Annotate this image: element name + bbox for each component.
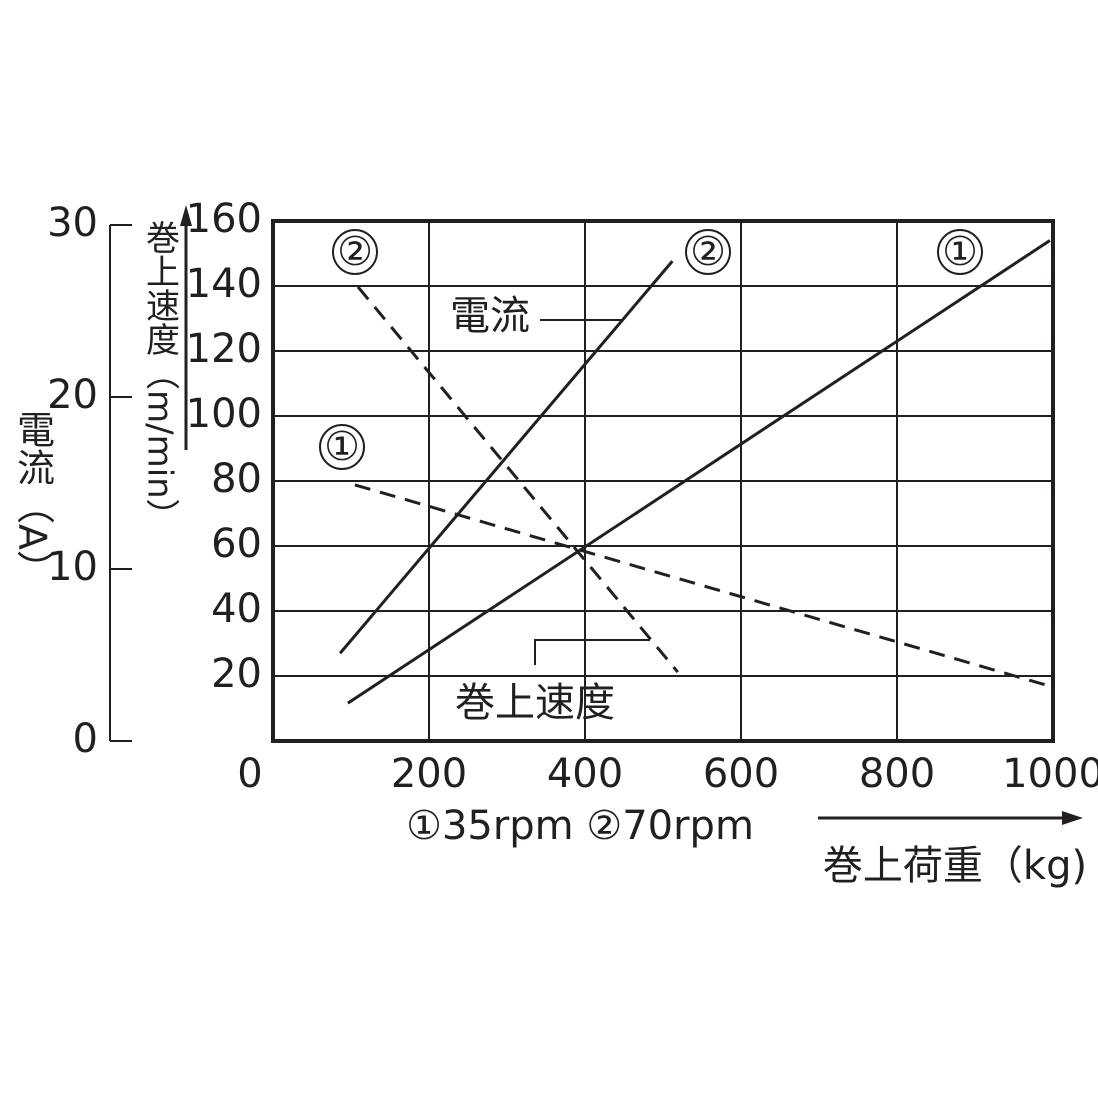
series-marker-circle (332, 229, 378, 275)
annotation: 巻上速度 (455, 680, 615, 726)
y-tick-label: 40 (211, 586, 262, 632)
x-tick-label: 400 (547, 751, 623, 797)
y2-tick-label: 0 (73, 716, 98, 762)
annotation: 電流 (450, 293, 530, 339)
data-line (338, 260, 674, 655)
x-axis-arrowhead (1062, 811, 1083, 825)
y2-tick-label: 30 (47, 200, 98, 246)
y2-tick-label: 10 (47, 544, 98, 590)
x-tick-label: 600 (703, 751, 779, 797)
y-axis-label: 巻上速度（m/min） (140, 220, 180, 533)
y-tick-label: 120 (186, 326, 262, 372)
plot-frame (271, 219, 1055, 743)
series-name: ① (942, 229, 978, 275)
x-tick-label: 0 (237, 751, 262, 797)
data-line (354, 483, 1054, 689)
y-tick-label: 160 (186, 196, 262, 242)
series-name: ② (690, 229, 726, 275)
x-tick-label: 200 (391, 751, 467, 797)
x-axis-label: 巻上荷重（kg) (823, 843, 1087, 889)
leader-line (534, 639, 650, 665)
data-line (356, 286, 679, 674)
y-tick-label: 20 (211, 651, 262, 697)
y-tick-label: 140 (186, 261, 262, 307)
series-marker-circle (685, 229, 731, 275)
y2-tick-label: 20 (47, 372, 98, 418)
y-axis-arrowhead (180, 205, 192, 226)
y2-axis-label: 電流（A） (11, 410, 55, 588)
x-tick-label: 1000 (1002, 751, 1098, 797)
series-marker-circle (937, 229, 983, 275)
series-marker-circle (319, 424, 365, 470)
y-tick-label: 100 (186, 391, 262, 437)
data-line (347, 239, 1051, 705)
series-name: ① (324, 424, 360, 470)
y-tick-label: 60 (211, 521, 262, 567)
series-name: ② (337, 229, 373, 275)
annotation: ①35rpm ②70rpm (406, 803, 754, 849)
y-tick-label: 80 (211, 456, 262, 502)
x-tick-label: 800 (859, 751, 935, 797)
